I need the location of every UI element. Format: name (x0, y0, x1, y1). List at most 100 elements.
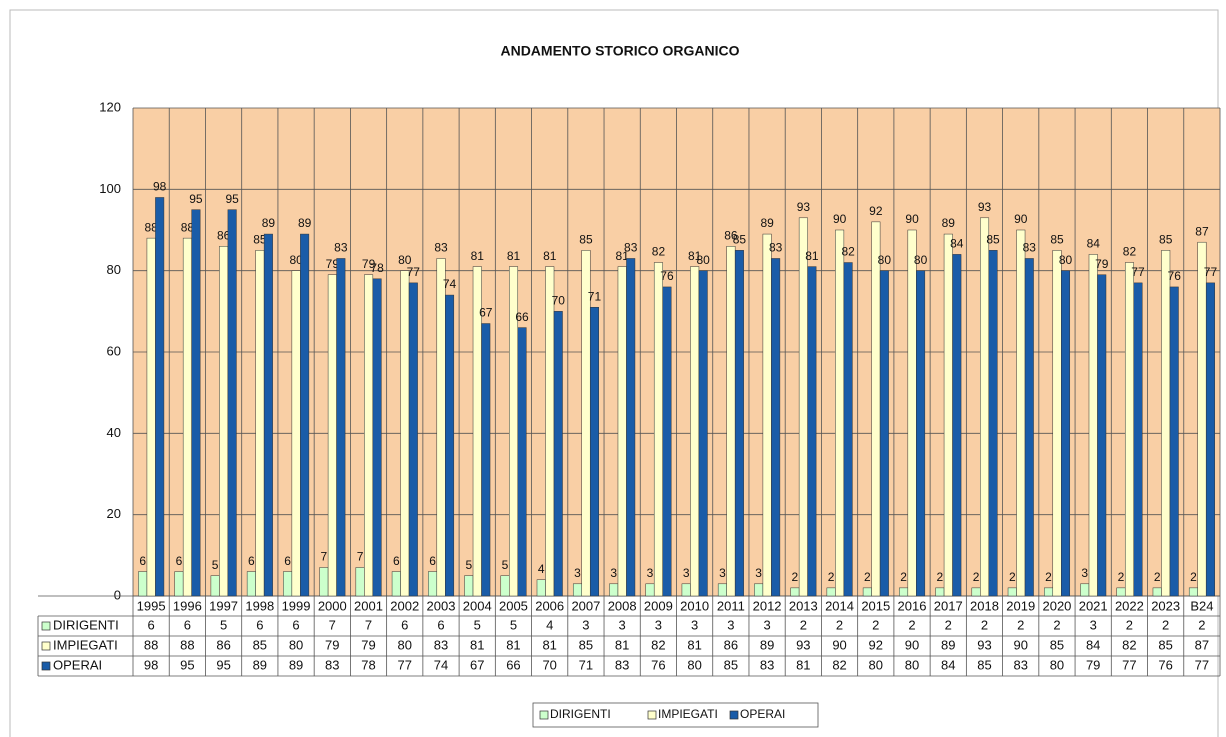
data-label: 83 (1023, 241, 1037, 255)
table-cell: 81 (542, 637, 556, 652)
table-cell: 93 (977, 637, 991, 652)
data-label: 3 (610, 566, 617, 580)
table-cell: 77 (1195, 657, 1209, 672)
table-cell: 3 (582, 617, 589, 632)
bar (1052, 250, 1062, 597)
data-label: 7 (357, 550, 364, 564)
data-label: 82 (1123, 245, 1137, 259)
data-label: 88 (181, 220, 195, 234)
bar (907, 229, 917, 597)
table-cell: 85 (1050, 637, 1064, 652)
bar (227, 209, 237, 597)
x-tick-label: 2009 (644, 598, 673, 613)
data-label: 2 (1045, 570, 1052, 584)
bar (1152, 587, 1162, 597)
data-label: 3 (574, 566, 581, 580)
table-cell: 6 (147, 617, 154, 632)
table-cell: 85 (253, 637, 267, 652)
bar (1061, 270, 1071, 597)
bar (1197, 241, 1207, 597)
data-label: 81 (543, 249, 557, 263)
data-label: 92 (869, 204, 883, 218)
bar (219, 246, 229, 597)
bar (291, 270, 301, 597)
data-label: 90 (833, 212, 847, 226)
bar (807, 266, 817, 597)
bar (1080, 583, 1090, 597)
data-label: 80 (878, 253, 892, 267)
x-tick-label: 2018 (970, 598, 999, 613)
bar (835, 229, 845, 597)
data-label: 77 (1131, 265, 1145, 279)
bar (899, 587, 909, 597)
data-label: 85 (579, 233, 593, 247)
data-label: 85 (253, 233, 267, 247)
data-label: 2 (973, 570, 980, 584)
data-label: 3 (755, 566, 762, 580)
x-tick-label: 2012 (753, 598, 782, 613)
x-tick-label: B24 (1190, 598, 1213, 613)
table-row-label: IMPIEGATI (53, 637, 118, 652)
bar (445, 294, 455, 597)
data-label: 3 (1081, 566, 1088, 580)
legend-swatch (41, 661, 51, 671)
bar (762, 233, 772, 597)
table-cell: 5 (510, 617, 517, 632)
bar (263, 233, 273, 597)
table-cell: 87 (1195, 637, 1209, 652)
table-cell: 3 (619, 617, 626, 632)
data-label: 2 (864, 570, 871, 584)
bar (464, 575, 474, 597)
bar (300, 233, 310, 597)
table-cell: 82 (1122, 637, 1136, 652)
y-tick-label: 0 (114, 587, 121, 602)
data-label: 89 (262, 216, 276, 230)
table-cell: 77 (1122, 657, 1136, 672)
table-cell: 76 (1158, 657, 1172, 672)
data-label: 83 (334, 241, 348, 255)
table-cell: 95 (180, 657, 194, 672)
x-tick-label: 2008 (608, 598, 637, 613)
data-label: 84 (1087, 237, 1101, 251)
bar (681, 583, 691, 597)
data-label: 86 (217, 228, 231, 242)
bar (553, 311, 563, 597)
x-tick-label: 2010 (680, 598, 709, 613)
bar (1088, 254, 1098, 597)
y-tick-label: 20 (107, 506, 121, 521)
x-tick-label: 2005 (499, 598, 528, 613)
data-label: 95 (189, 192, 203, 206)
data-label: 81 (616, 249, 630, 263)
x-tick-label: 2021 (1079, 598, 1108, 613)
table-cell: 80 (905, 657, 919, 672)
bar (500, 575, 510, 597)
data-label: 5 (212, 558, 219, 572)
data-label: 2 (1118, 570, 1125, 584)
table-cell: 6 (184, 617, 191, 632)
table-cell: 3 (727, 617, 734, 632)
data-label: 3 (683, 566, 690, 580)
bar (319, 567, 329, 597)
table-cell: 82 (651, 637, 665, 652)
table-cell: 7 (329, 617, 336, 632)
table-cell: 89 (253, 657, 267, 672)
legend-swatch (539, 710, 549, 720)
x-tick-label: 1997 (209, 598, 238, 613)
bar (174, 571, 184, 597)
y-tick-label: 60 (107, 343, 121, 358)
bar (935, 587, 945, 597)
table-cell: 3 (655, 617, 662, 632)
bar (255, 250, 265, 597)
table-cell: 2 (1198, 617, 1205, 632)
table-cell: 86 (724, 637, 738, 652)
bar (1169, 286, 1179, 597)
table-cell: 4 (546, 617, 553, 632)
data-label: 89 (942, 216, 956, 230)
bar (517, 327, 527, 597)
data-label: 5 (502, 558, 509, 572)
data-label: 82 (652, 245, 666, 259)
bar (790, 587, 800, 597)
data-label: 84 (950, 237, 964, 251)
table-cell: 80 (687, 657, 701, 672)
